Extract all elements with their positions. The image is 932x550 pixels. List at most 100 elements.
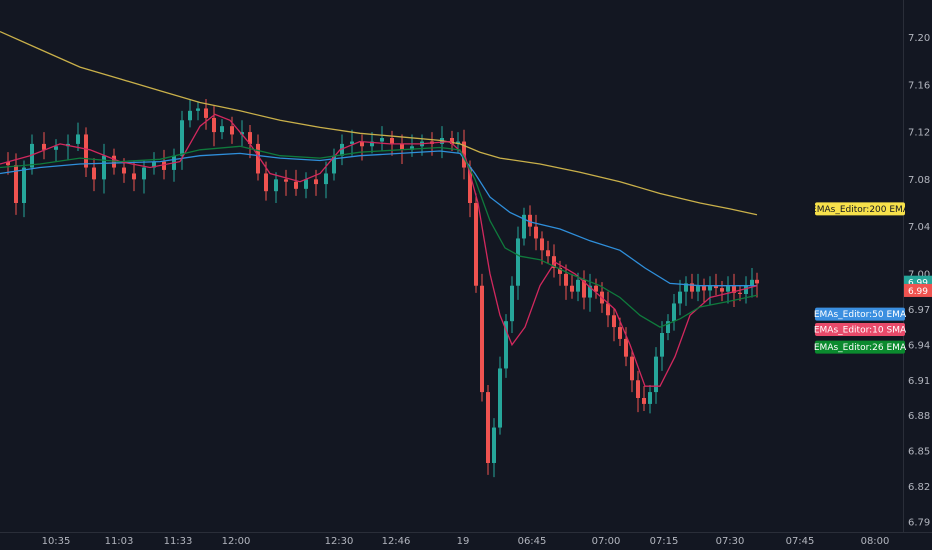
- price-axis[interactable]: 7.20 7.16 7.12 7.08 7.04 7.00 6.97 6.94 6.91 6.88…: [908, 33, 930, 529]
- candle-body: [196, 108, 200, 111]
- candle-body: [576, 279, 580, 292]
- candle-body: [672, 303, 676, 322]
- candle-body: [152, 161, 156, 168]
- candle-body: [642, 398, 646, 404]
- candle-body: [504, 321, 508, 369]
- last-price-label: 6.99: [908, 279, 928, 289]
- candle-body: [534, 226, 538, 239]
- candle-body: [30, 143, 34, 168]
- candle-body: [240, 132, 244, 135]
- candle-body: [738, 292, 742, 294]
- time-tick-label: 10:35: [42, 536, 71, 547]
- candle-body: [492, 427, 496, 463]
- candle-body: [486, 392, 490, 463]
- candle-body: [570, 285, 574, 292]
- indicator-label: EMAs_Editor:50 EMA: [814, 310, 907, 320]
- candle-body: [212, 117, 216, 133]
- candle-body: [84, 134, 88, 168]
- candle-body: [648, 392, 652, 404]
- candle-body: [720, 288, 724, 292]
- candle-body: [468, 167, 472, 203]
- time-tick-label: 19: [457, 536, 470, 547]
- candles-layer: [6, 99, 759, 478]
- price-tick-label: 6.91: [908, 376, 930, 387]
- candle-body: [726, 285, 730, 292]
- candle-body: [314, 179, 318, 185]
- candle-body: [456, 141, 460, 144]
- price-tick-label: 6.97: [908, 305, 930, 316]
- indicator-label-bg: [815, 202, 905, 216]
- candle-body: [142, 167, 146, 180]
- candle-body: [612, 315, 616, 328]
- ma-line: [0, 145, 758, 328]
- candle-body: [92, 167, 96, 180]
- indicator-label-bg: [815, 322, 905, 336]
- price-tick-label: 7.16: [908, 80, 930, 91]
- indicator-label-bg: [815, 307, 905, 321]
- candle-body: [660, 333, 664, 357]
- price-tick-label: 7.12: [908, 128, 930, 139]
- candle-body: [256, 143, 260, 174]
- time-axis[interactable]: 10:35 11:03 11:33 12:00 12:30 12:46 19 06:45 07:…: [42, 536, 890, 547]
- candle-body: [678, 291, 682, 304]
- candle-body: [714, 285, 718, 289]
- moving-averages-layer: [0, 31, 758, 387]
- candle-body: [294, 181, 298, 189]
- candle-body: [304, 179, 308, 189]
- candle-body: [204, 108, 208, 118]
- time-tick-label: 11:33: [164, 536, 193, 547]
- candle-body: [636, 380, 640, 398]
- candle-body: [340, 143, 344, 156]
- indicator-label: EMAs_Editor:26 EMA: [814, 343, 907, 353]
- candle-body: [510, 285, 514, 322]
- candle-body: [220, 126, 224, 133]
- candle-body: [188, 110, 192, 121]
- candle-body: [248, 132, 252, 144]
- candle-body: [708, 285, 712, 291]
- time-tick-label: 07:00: [592, 536, 621, 547]
- candle-body: [744, 285, 748, 294]
- candle-body: [702, 285, 706, 291]
- candle-body: [400, 143, 404, 150]
- candle-body: [264, 173, 268, 192]
- last-price-badge: [904, 283, 932, 297]
- candle-body: [630, 356, 634, 381]
- time-tick-label: 11:03: [105, 536, 134, 547]
- time-tick-label: 12:30: [325, 536, 354, 547]
- candle-body: [474, 203, 478, 286]
- candle-body: [588, 285, 592, 298]
- candle-body: [564, 273, 568, 286]
- indicator-label-bg: [815, 340, 905, 354]
- candle-body: [666, 321, 670, 333]
- candle-body: [370, 141, 374, 147]
- candle-body: [696, 285, 700, 292]
- candle-body: [624, 338, 628, 357]
- candle-body: [684, 283, 688, 292]
- candle-body: [540, 238, 544, 251]
- price-tick-label: 7.08: [908, 175, 930, 186]
- candle-body: [410, 146, 414, 150]
- candle-body: [132, 173, 136, 180]
- price-tick-label: 6.85: [908, 447, 930, 458]
- candle-body: [284, 179, 288, 182]
- candle-body: [546, 250, 550, 257]
- ma-line: [0, 150, 757, 287]
- candle-body: [122, 167, 126, 174]
- time-tick-label: 07:30: [716, 536, 745, 547]
- indicator-label: EMAs_Editor:10 SMA: [814, 325, 907, 335]
- candle-body: [360, 141, 364, 147]
- candle-body: [558, 268, 562, 274]
- candle-body: [654, 356, 658, 393]
- indicator-labels: EMAs_Editor:200 EMA EMAs_Editor:50 EMA EMA…: [811, 202, 932, 354]
- candle-body: [552, 256, 556, 268]
- candle-body: [755, 279, 759, 284]
- ma-line: [0, 31, 758, 216]
- candle-body: [162, 161, 166, 170]
- candle-body: [42, 143, 46, 150]
- candle-body: [14, 165, 18, 203]
- candle-body: [230, 126, 234, 135]
- candle-body: [690, 283, 694, 292]
- indicator-label: EMAs_Editor:200 EMA: [811, 205, 910, 215]
